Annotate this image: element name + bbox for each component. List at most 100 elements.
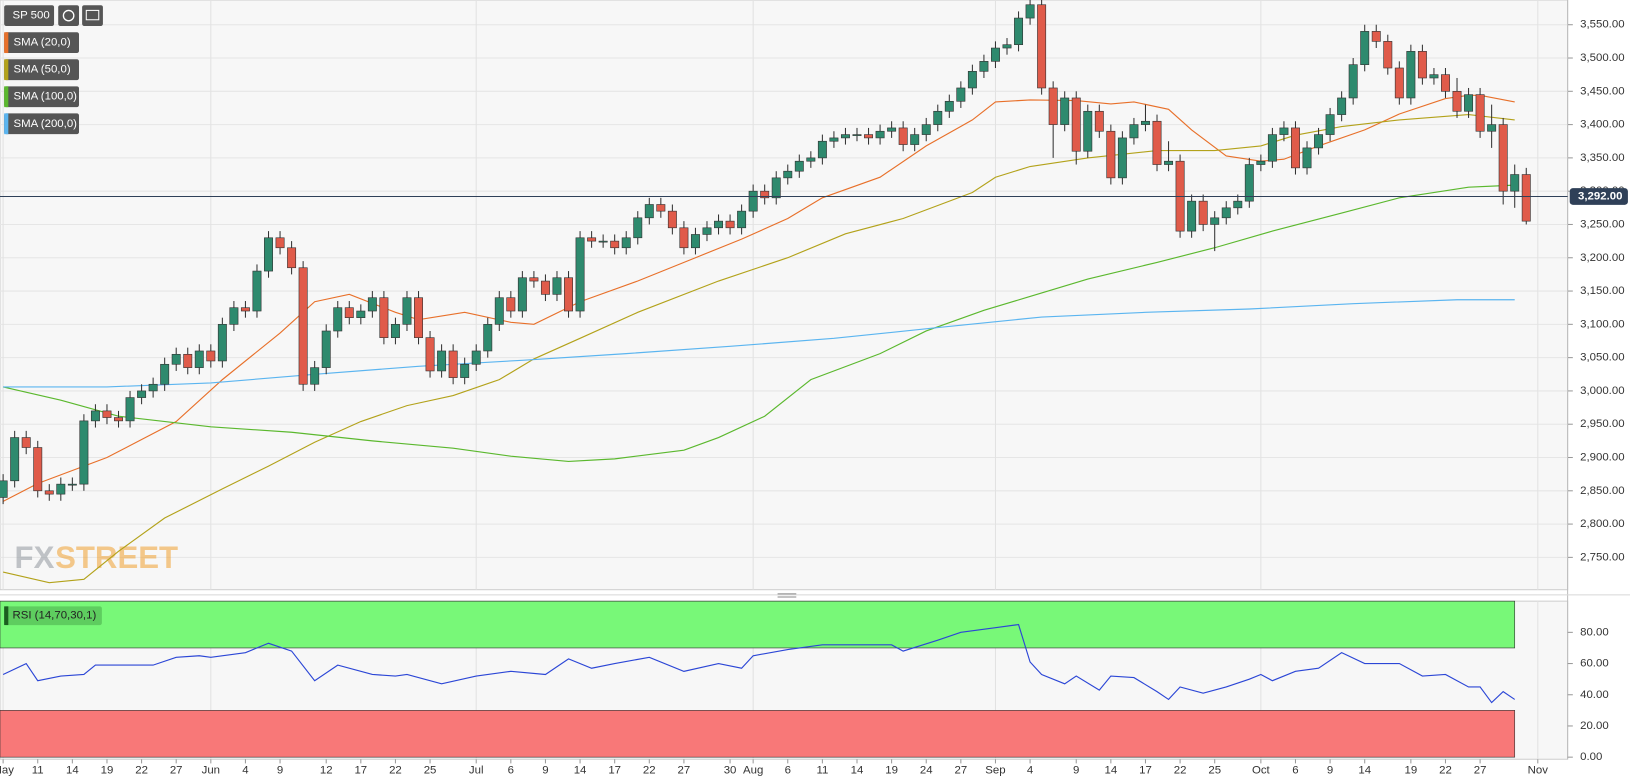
x-tick-label: 4: [1027, 765, 1034, 777]
x-tick-label: 22: [389, 765, 402, 777]
candle-body: [90, 410, 100, 422]
x-tick-label: 14: [1358, 765, 1371, 777]
candle-body: [321, 330, 331, 368]
candle-body: [114, 417, 123, 422]
y-tick-label: 2,750.00: [1580, 551, 1624, 563]
x-tick-label: Jun: [202, 765, 220, 777]
settings-button[interactable]: [82, 5, 103, 27]
symbol-label[interactable]: SP 500: [12, 10, 49, 22]
candle-body: [1406, 51, 1416, 99]
x-tick-label: 17: [1139, 765, 1152, 777]
legend-box[interactable]: [4, 86, 80, 108]
legend-box[interactable]: [4, 113, 80, 135]
legend-label: SMA (200,0): [14, 118, 78, 130]
candle-body: [1048, 87, 1058, 125]
candle-body: [575, 237, 585, 312]
candle-body: [1244, 164, 1254, 202]
divider-handle[interactable]: [777, 593, 797, 598]
x-tick-label: 22: [1439, 765, 1452, 777]
x-tick-label: 17: [354, 765, 367, 777]
candle-body: [1498, 124, 1508, 192]
x-tick-label: Nov: [1528, 765, 1549, 777]
candle-body: [79, 420, 89, 485]
x-tick-label: 12: [320, 765, 333, 777]
candle-body: [644, 204, 654, 219]
candle-body: [1510, 174, 1520, 192]
y-tick-label: 3,150.00: [1580, 285, 1624, 297]
x-tick-label: 25: [1208, 765, 1221, 777]
candle-body: [1348, 64, 1358, 99]
candle-body: [1210, 217, 1220, 225]
y-tick-label: 3,200.00: [1580, 252, 1624, 264]
candle-body: [1464, 94, 1474, 112]
legend-swatch: [4, 113, 9, 135]
candle-body: [194, 350, 204, 368]
candle-body: [1325, 114, 1335, 135]
candle-body: [240, 307, 250, 312]
candle-body: [1441, 74, 1450, 92]
candle-body: [506, 297, 516, 312]
candle-body: [1060, 97, 1070, 125]
candle-body: [1360, 31, 1370, 65]
candle-body: [471, 350, 481, 365]
candle-body: [460, 363, 470, 378]
candle-body: [171, 353, 181, 365]
candle-body: [1025, 4, 1035, 19]
sma-line: [2, 184, 1515, 463]
candle-body: [517, 277, 527, 312]
legend-swatch: [4, 86, 9, 108]
candle-body: [1221, 207, 1231, 219]
candle-body: [1487, 124, 1497, 132]
y-tick-label: 2,950.00: [1580, 418, 1624, 430]
y-tick-label: 3,450.00: [1580, 85, 1624, 97]
refresh-button[interactable]: [58, 5, 80, 27]
candle-body: [714, 220, 724, 229]
candle-body: [725, 220, 735, 229]
candle-body: [102, 410, 112, 418]
legend-box[interactable]: [4, 59, 80, 81]
candle-body: [148, 383, 158, 392]
x-tick-label: 27: [678, 765, 691, 777]
candle-body: [298, 267, 308, 385]
candle-body: [1371, 31, 1381, 42]
candle-body: [702, 227, 712, 235]
current-price-box: [1569, 188, 1628, 205]
candle-body: [679, 227, 689, 249]
candle-body: [44, 490, 54, 495]
candle-body: [944, 100, 954, 112]
candle-body: [1417, 51, 1427, 79]
candle-body: [1521, 174, 1531, 222]
candle-body: [817, 140, 827, 159]
symbol-tag[interactable]: SP 500: [4, 5, 55, 27]
candle-body: [494, 297, 504, 325]
x-tick-label: 4: [242, 765, 249, 777]
candle-body: [1141, 120, 1150, 125]
candle-body: [979, 61, 989, 72]
candle-body: [448, 350, 458, 378]
candle-body: [229, 307, 239, 325]
candle-body: [1314, 134, 1324, 149]
x-tick-label: Aug: [743, 765, 763, 777]
candle-body: [402, 297, 412, 325]
x-tick-label: 9: [1327, 765, 1333, 777]
legend-box[interactable]: [4, 32, 80, 54]
candle-body: [1071, 97, 1081, 152]
rsi-tag-swatch: [4, 606, 9, 626]
candle-body: [587, 237, 597, 242]
symbol-box[interactable]: [4, 5, 55, 27]
candle-body: [0, 480, 8, 498]
y-tick-label: 3,400.00: [1580, 119, 1624, 131]
candle-body: [206, 350, 216, 362]
x-tick-label: 24: [920, 765, 933, 777]
candle-body: [390, 324, 400, 338]
x-tick-label: 22: [135, 765, 148, 777]
x-tick-label: 27: [954, 765, 967, 777]
candle-body: [1475, 94, 1485, 132]
candle-body: [1129, 124, 1139, 139]
candle-body: [56, 483, 66, 495]
x-tick-label: 19: [101, 765, 114, 777]
x-tick-label: Sep: [985, 765, 1005, 777]
x-tick-label: 25: [424, 765, 437, 777]
x-tick-label: 22: [1174, 765, 1187, 777]
